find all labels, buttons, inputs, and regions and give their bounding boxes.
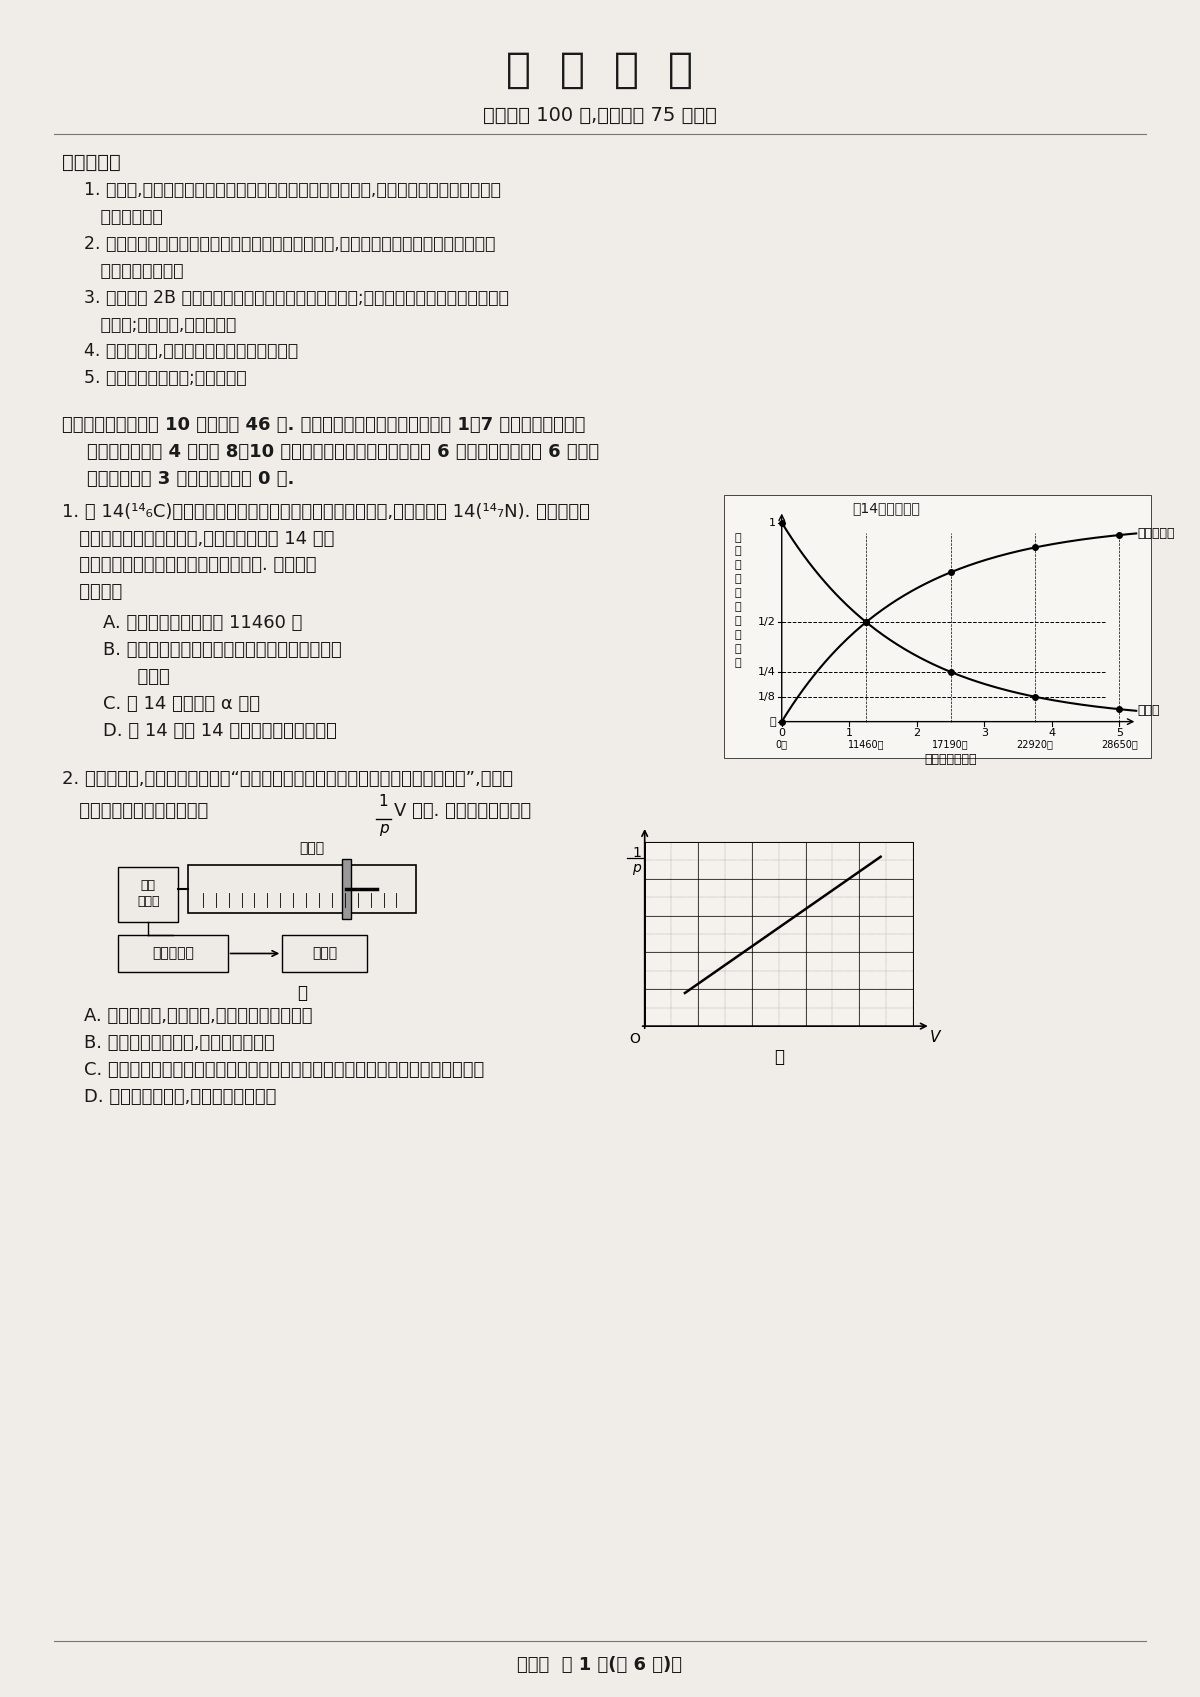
Text: 数据采集器: 数据采集器 [152,947,194,961]
Text: 17190年: 17190年 [932,740,968,750]
Text: 压强: 压强 [140,879,156,893]
Text: 1: 1 [769,518,775,528]
Text: 剩: 剩 [734,616,742,626]
Text: 乙: 乙 [774,1049,784,1066]
Text: 母原子: 母原子 [1136,704,1159,716]
Text: 子: 子 [734,643,742,653]
Text: 计算机作出了如图乙所示的: 计算机作出了如图乙所示的 [61,803,208,820]
Text: D. 碳 14 和氮 14 中含有的中子个数相等: D. 碳 14 和氮 14 中含有的中子个数相等 [103,721,337,740]
Text: 1/4: 1/4 [758,667,775,677]
Text: 1. 碳 14(¹⁴₆C)是由宇宙射线撞击所产生的具有放射性的粒子,可衰变为氮 14(¹⁴₇N). 其各个半衰: 1. 碳 14(¹⁴₆C)是由宇宙射线撞击所产生的具有放射性的粒子,可衰变为氮 … [61,502,589,521]
Bar [342,859,350,918]
Text: C. 图线与纵轴相交的原因可能是没有考虑注射器与压强传感器连接部位气体的体积: C. 图线与纵轴相交的原因可能是没有考虑注射器与压强传感器连接部位气体的体积 [84,1061,484,1079]
Text: 答题区域均无效。: 答题区域均无效。 [84,261,184,280]
Text: 22920年: 22920年 [1016,740,1054,750]
Bar [644,842,913,1027]
Text: 各: 各 [734,533,742,543]
Text: 传感器: 传感器 [137,894,160,908]
Text: A. 推拉活塞时,动作要快,以免气体进入或漏出: A. 推拉活塞时,动作要快,以免气体进入或漏出 [84,1008,312,1025]
Text: 【物理  第 1 页(共 6 页)】: 【物理 第 1 页(共 6 页)】 [517,1656,683,1673]
Text: 3. 选择题用 2B 铅笔在答题卡上把所选答案的标号涂黑;非选择题用黑色签字笔在答题卡: 3. 选择题用 2B 铅笔在答题卡上把所选答案的标号涂黑;非选择题用黑色签字笔在… [84,288,509,307]
Text: 5. 本卷主要考查内容;高考范围。: 5. 本卷主要考查内容;高考范围。 [84,370,246,387]
Text: 碳14的衰变周期: 碳14的衰变周期 [852,501,920,514]
Text: 1. 答题前,先将自己的姓名、准考证号填写在试卷和答题卡上,并将条形码粘贴在答题卡上: 1. 答题前,先将自己的姓名、准考证号填写在试卷和答题卡上,并将条形码粘贴在答题… [84,182,500,199]
Text: 比: 比 [734,658,742,669]
Bar [724,496,1151,759]
Text: 2. 如图甲所示,用气体压强传感器“探究等温情况下一定质量气体压强与体积的关系”,并通过: 2. 如图甲所示,用气体压强传感器“探究等温情况下一定质量气体压强与体积的关系”… [61,770,512,789]
Text: B. 活塞移至某位置时,应立即记录数据: B. 活塞移至某位置时,应立即记录数据 [84,1033,275,1052]
Text: 一、选择题：本题共 10 小题，共 46 分. 在每小题给出的四个选项中，第 1～7 题只有一项符合题: 一、选择题：本题共 10 小题，共 46 分. 在每小题给出的四个选项中，第 1… [61,416,586,434]
Bar [188,865,416,913]
Text: 正确的是: 正确的是 [61,584,122,601]
Text: 注意事项：: 注意事项： [61,153,120,173]
Text: 新生代原子: 新生代原子 [1136,528,1175,540]
Text: p: p [379,821,389,837]
Text: 衰: 衰 [734,574,742,584]
Text: 2: 2 [913,728,920,738]
Text: 的指定位置。: 的指定位置。 [84,209,162,226]
Bar [119,935,228,972]
Text: 0: 0 [779,728,785,738]
Bar [282,935,367,972]
Text: 全卷满分 100 分,考试时间 75 分钟。: 全卷满分 100 分,考试时间 75 分钟。 [484,105,716,124]
Text: 目要求，每小题 4 分；第 8～10 题有多项符合题目要求，每小题 6 分，全部选对的得 6 分，选: 目要求，每小题 4 分；第 8～10 题有多项符合题目要求，每小题 6 分，全部… [61,443,599,462]
Text: 甲: 甲 [298,984,307,1003]
Text: 半: 半 [734,560,742,570]
Text: 4: 4 [1049,728,1056,738]
Text: 1/8: 1/8 [758,692,775,703]
Text: 期所剩原子比例如图所示,某古木样品中碳 14 的比: 期所剩原子比例如图所示,某古木样品中碳 14 的比 [61,529,334,548]
Text: 1/2: 1/2 [758,618,775,628]
Text: O: O [629,1032,640,1045]
Text: 5: 5 [1116,728,1123,738]
Bar [119,867,178,921]
Text: 4. 考试结束后,请将试卷和答题卡一并上交。: 4. 考试结束后,请将试卷和答题卡一并上交。 [84,343,298,360]
Text: V 图像. 下列说法正确的是: V 图像. 下列说法正确的是 [395,803,532,820]
Text: 1: 1 [632,847,641,860]
Text: 对但不全的得 3 分，有选错的得 0 分.: 对但不全的得 3 分，有选错的得 0 分. [61,470,294,487]
Text: 2. 请按题号顺序在答题卡上各题目的答题区域内作答,写在试卷、草稿纸和答题卡上的非: 2. 请按题号顺序在答题卡上各题目的答题区域内作答,写在试卷、草稿纸和答题卡上的… [84,234,494,253]
Text: 个: 个 [734,546,742,557]
Text: 28650年: 28650年 [1100,740,1138,750]
Text: 期: 期 [734,589,742,599]
Text: V: V [930,1030,940,1045]
Text: 0年: 0年 [775,740,787,750]
Text: 半衰期单位时间: 半衰期单位时间 [924,753,977,767]
Text: 上作答;字体工整,笔迹清楚。: 上作答;字体工整,笔迹清楚。 [84,316,236,334]
Text: 物  理  考  试: 物 理 考 试 [506,49,694,92]
Text: 1: 1 [379,794,389,809]
Text: p: p [632,860,641,876]
Text: 注射器: 注射器 [300,842,324,855]
Text: 所: 所 [734,602,742,613]
Text: D. 若升高环境温度,则该图像斜率变大: D. 若升高环境温度,则该图像斜率变大 [84,1088,276,1106]
Text: B. 如果古木处于高温、高压下测量结果可能有较: B. 如果古木处于高温、高压下测量结果可能有较 [103,641,342,658]
Text: 1: 1 [846,728,853,738]
Text: 11460年: 11460年 [848,740,884,750]
Text: A. 该古木的年代距今约 11460 年: A. 该古木的年代距今约 11460 年 [103,614,302,633]
Text: 原: 原 [734,630,742,640]
Text: C. 碳 14 发生的是 α 衰变: C. 碳 14 发生的是 α 衰变 [103,694,260,713]
Text: 计算机: 计算机 [312,947,337,961]
Text: 大误差: 大误差 [103,669,170,686]
Text: 3: 3 [980,728,988,738]
Text: 例: 例 [769,716,775,726]
Text: 例正好是现代植物所制样品的四分之一. 下列说法: 例正好是现代植物所制样品的四分之一. 下列说法 [61,557,317,575]
